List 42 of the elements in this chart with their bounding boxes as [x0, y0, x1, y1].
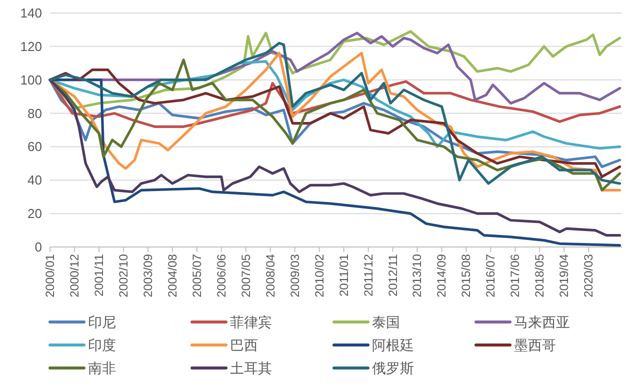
x-tick-label: 2002/10	[116, 254, 130, 298]
y-tick-label: 20	[28, 206, 42, 222]
legend-label: 土耳其	[230, 360, 272, 376]
x-tick-label: 2014/09	[434, 254, 449, 298]
legend-label: 菲律宾	[230, 314, 272, 330]
y-tick-label: 120	[20, 38, 42, 54]
x-tick-label: 2020/03	[582, 254, 596, 298]
legend-label: 墨西哥	[514, 337, 556, 353]
legend-label: 马来西亚	[514, 314, 570, 330]
x-tick-label: 2013/10	[410, 254, 424, 298]
x-tick-label: 2017/06	[508, 254, 522, 298]
legend-label: 泰国	[372, 314, 400, 330]
x-tick-label: 2016/07	[484, 254, 498, 298]
x-tick-label: 2000/12	[67, 254, 82, 298]
x-tick-label: 2005/07	[190, 254, 204, 298]
legend-label: 阿根廷	[372, 337, 414, 353]
legend-label: 俄罗斯	[372, 360, 414, 376]
x-tick-label: 2010/02	[312, 254, 326, 298]
y-tick-label: 140	[20, 6, 42, 20]
y-tick-label: 0	[34, 240, 42, 254]
x-tick-label: 2015/08	[459, 254, 474, 298]
x-tick-label: 2008/04	[263, 254, 278, 298]
x-tick-label: 2000/01	[43, 254, 57, 298]
x-tick-label: 2003/09	[140, 254, 155, 298]
y-tick-label: 60	[28, 139, 42, 154]
y-tick-label: 80	[28, 106, 42, 121]
legend-label: 印度	[88, 337, 116, 353]
y-tick-label: 100	[20, 72, 42, 88]
x-tick-label: 2012/11	[386, 254, 400, 296]
x-tick-label: 2011/01	[336, 254, 351, 296]
x-tick-label: 2019/04	[557, 254, 572, 298]
legend-label: 巴西	[230, 337, 258, 353]
y-tick-label: 40	[28, 172, 42, 188]
x-tick-label: 2011/12	[361, 254, 376, 296]
x-tick-label: 2004/08	[165, 254, 180, 298]
x-tick-label: 2009/03	[288, 254, 302, 298]
legend-label: 印尼	[88, 314, 116, 330]
x-tick-label: 2006/06	[214, 254, 228, 298]
x-tick-label: 2001/11	[92, 254, 106, 296]
x-tick-label: 2018/05	[532, 254, 547, 298]
x-tick-label: 2007/05	[238, 254, 253, 298]
legend-label: 南非	[88, 360, 116, 376]
